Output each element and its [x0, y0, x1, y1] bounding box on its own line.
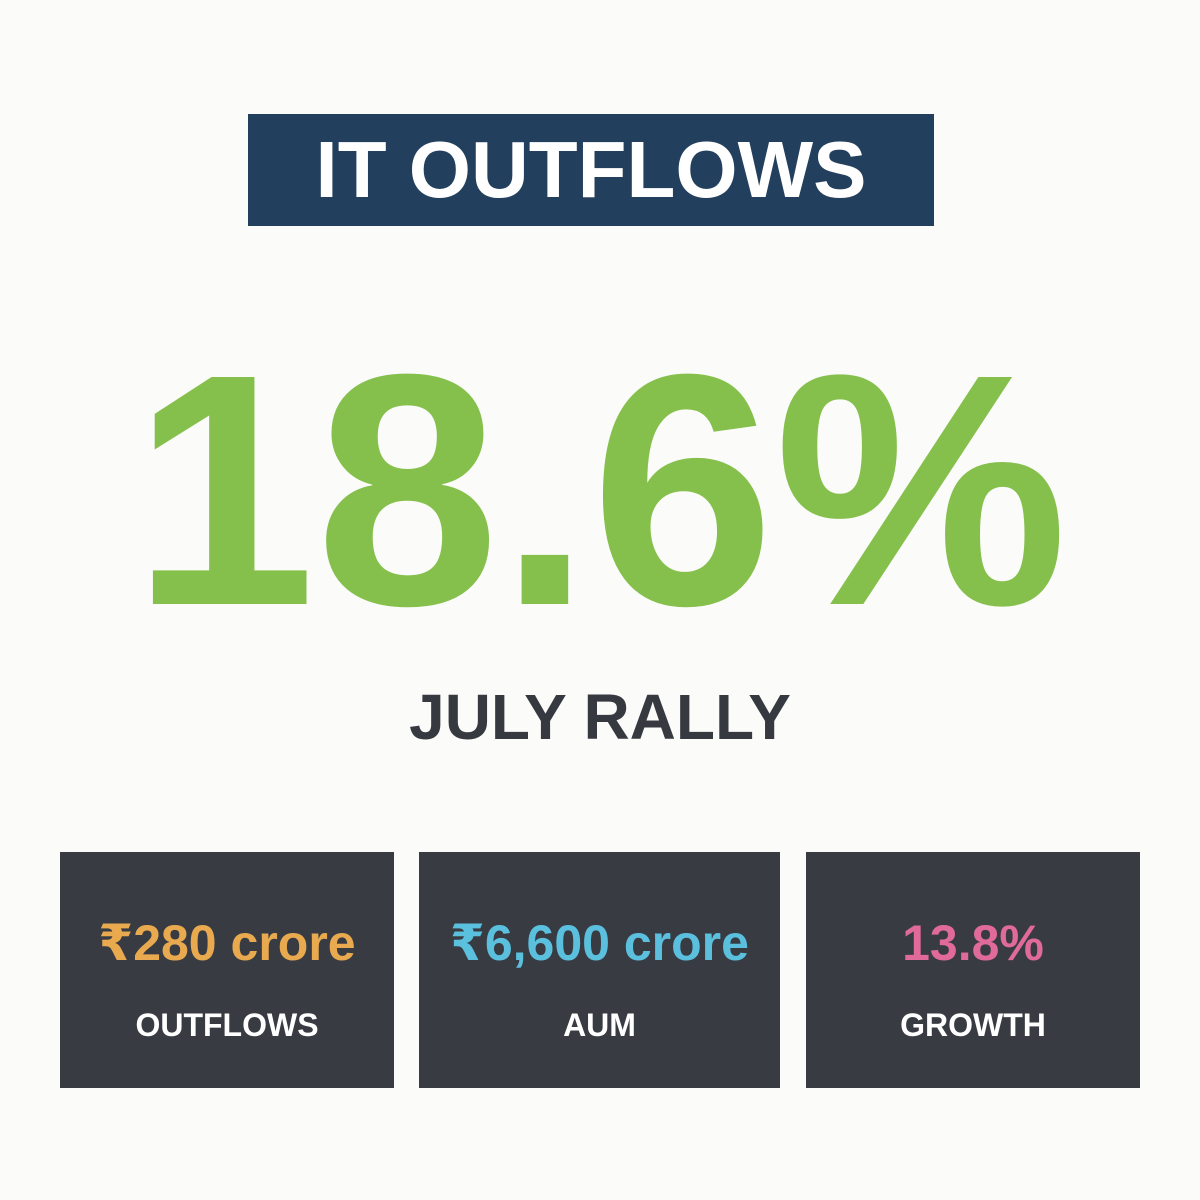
- stat-card: ₹6,600 crore AUM: [419, 852, 780, 1088]
- stat-value: ₹280 crore: [98, 915, 356, 971]
- stat-value: ₹6,600 crore: [450, 915, 749, 971]
- stat-label: GROWTH: [900, 1007, 1046, 1043]
- stat-label: OUTFLOWS: [135, 1007, 319, 1043]
- stat-card: ₹280 crore OUTFLOWS: [60, 852, 394, 1088]
- hero-value: 18.6%: [132, 305, 1068, 674]
- stat-card: 13.8% GROWTH: [806, 852, 1140, 1088]
- hero-label: JULY RALLY: [409, 681, 791, 753]
- stat-value: 13.8%: [902, 915, 1044, 971]
- title: IT OUTFLOWS: [248, 114, 934, 226]
- stat-label: AUM: [563, 1007, 636, 1043]
